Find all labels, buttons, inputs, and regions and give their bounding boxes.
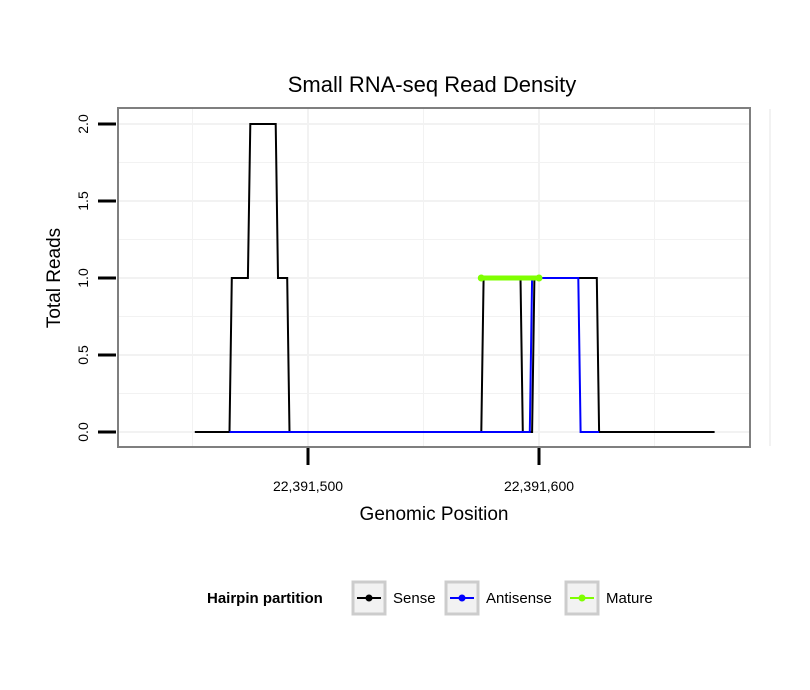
y-tick-label: 1.0 <box>75 268 91 288</box>
y-tick-label: 1.5 <box>75 191 91 211</box>
y-tick-label: 2.0 <box>75 114 91 134</box>
legend: Hairpin partition Sense Antisense Mature <box>207 580 653 616</box>
legend-label: Antisense <box>486 590 552 607</box>
legend-key-point <box>458 594 466 602</box>
y-axis-title: Total Reads <box>44 228 65 328</box>
legend-label: Sense <box>393 590 436 607</box>
series-line-antisense <box>229 277 600 433</box>
legend-item-antisense: Antisense <box>444 580 552 616</box>
legend-item-mature: Mature <box>564 580 653 616</box>
y-tick-label: 0.0 <box>75 422 91 442</box>
axis-ticks: 0.0 0.5 1.0 1.5 2.0 22,391,500 22,391,600 <box>75 114 574 494</box>
chart-title: Small RNA-seq Read Density <box>288 72 577 97</box>
series-point-mature <box>477 274 485 282</box>
series-point-mature <box>535 274 543 282</box>
legend-item-sense: Sense <box>351 580 436 616</box>
legend-key-point <box>578 594 586 602</box>
series-layer <box>194 123 715 433</box>
y-tick-label: 0.5 <box>75 345 91 365</box>
legend-label: Mature <box>606 590 653 607</box>
x-tick-label: 22,391,500 <box>273 478 343 494</box>
legend-title: Hairpin partition <box>207 590 323 607</box>
x-axis-title: Genomic Position <box>360 504 509 525</box>
x-tick-label: 22,391,600 <box>504 478 574 494</box>
legend-key-point <box>365 594 373 602</box>
